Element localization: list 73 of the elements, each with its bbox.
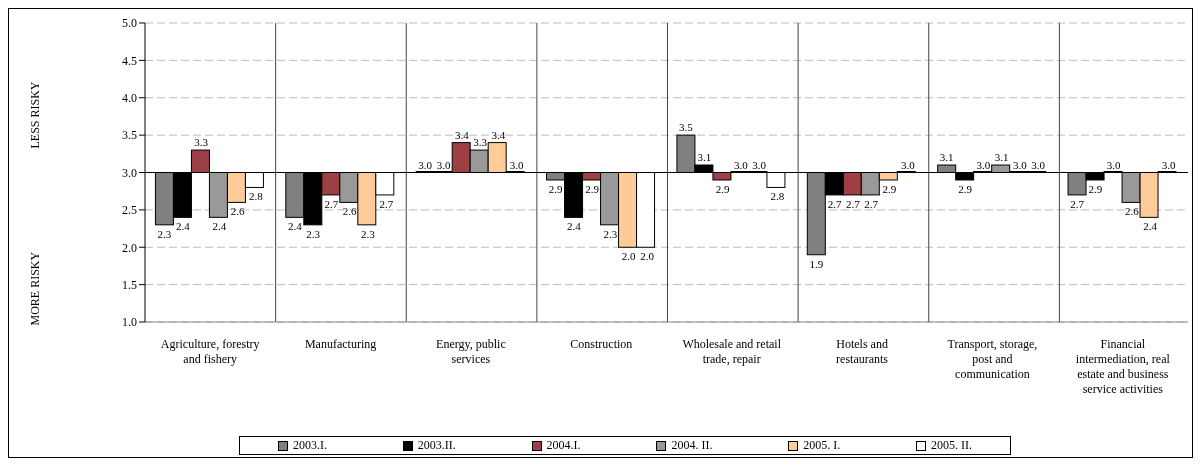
data-label: 1.9 <box>809 257 824 270</box>
data-label: 3.3 <box>194 136 209 149</box>
y-tick-label: 4.0 <box>122 91 137 106</box>
data-label: 2.7 <box>324 197 339 210</box>
data-label: 2.9 <box>882 182 897 195</box>
data-label: 3.0 <box>1031 158 1046 171</box>
x-tick-label: Hotels and restaurants <box>836 337 889 366</box>
data-label: 3.1 <box>939 151 954 164</box>
data-label: 2.4 <box>287 220 303 233</box>
data-label: 2.9 <box>958 182 973 195</box>
data-label: 2.9 <box>548 182 563 195</box>
data-label: 3.0 <box>900 158 916 171</box>
x-tick-label: Transport, storage, post and communication <box>947 337 1038 381</box>
legend-label: 2004.I. <box>545 438 581 453</box>
data-label: 3.1 <box>697 151 712 164</box>
data-label: 2.8 <box>770 190 785 203</box>
data-label: 3.0 <box>418 158 433 171</box>
data-label: 2.7 <box>827 197 843 210</box>
data-label: 2.9 <box>1088 182 1103 195</box>
y-tick-label: 2.0 <box>122 240 137 255</box>
data-label: 2.0 <box>621 250 637 263</box>
y-tick-label: 3.5 <box>122 128 137 143</box>
y-tick-label: 2.5 <box>122 203 137 218</box>
data-label: 2.4 <box>212 220 227 233</box>
data-label: 3.0 <box>752 158 767 171</box>
x-tick-label: Financial intermediation, real estate and business service activities <box>1075 337 1171 396</box>
data-label: 2.8 <box>249 190 264 203</box>
data-label: 3.0 <box>733 158 749 171</box>
data-label: 2.7 <box>846 197 861 210</box>
data-label: 2.0 <box>640 250 655 263</box>
legend-label: 2004. II. <box>670 438 713 453</box>
data-label: 3.4 <box>454 128 470 141</box>
data-label: 3.1 <box>994 151 1009 164</box>
y-tick-label: 1.5 <box>122 277 137 292</box>
data-label: 2.3 <box>157 227 172 240</box>
data-label: 2.3 <box>306 227 321 240</box>
data-label: 2.9 <box>715 182 730 195</box>
data-label: 3.5 <box>679 121 694 134</box>
data-label: 3.0 <box>976 158 991 171</box>
data-label: 2.6 <box>342 205 358 218</box>
x-tick-label: Manufacturing <box>304 337 377 351</box>
data-label: 3.0 <box>1106 158 1122 171</box>
data-label: 3.3 <box>473 136 488 149</box>
data-label: 2.6 <box>1125 205 1140 218</box>
data-label: 2.7 <box>1070 197 1085 210</box>
data-label: 2.4 <box>1143 220 1158 233</box>
text: MORE RISKY <box>27 251 43 325</box>
data-label: 3.0 <box>436 158 451 171</box>
data-label: 3.0 <box>509 158 525 171</box>
y-tick-label: 3.0 <box>122 165 137 180</box>
y-tick-label: 4.5 <box>122 53 137 68</box>
data-label: 2.7 <box>379 197 394 210</box>
data-label: 2.4 <box>567 220 582 233</box>
data-label: 2.6 <box>230 205 245 218</box>
x-tick-label: Agriculture, forestry and fishery <box>160 337 260 366</box>
legend-label: 2003.I. <box>291 438 327 453</box>
data-label: 2.3 <box>361 227 376 240</box>
data-label: 3.4 <box>491 128 506 141</box>
legend-label: 2003.II. <box>416 438 456 453</box>
x-tick-label: Energy, public services <box>436 337 506 366</box>
legend-label: 2005. I. <box>802 438 841 453</box>
y-tick-label: 5.0 <box>122 16 137 31</box>
data-label: 2.4 <box>175 220 191 233</box>
y-tick-label: 1.0 <box>122 315 137 330</box>
data-label: 2.9 <box>585 182 600 195</box>
data-label: 3.0 <box>1012 158 1028 171</box>
data-label: 3.0 <box>1161 158 1176 171</box>
x-tick-label: Construction <box>570 337 633 351</box>
x-tick-label: Wholesale and retail trade, repair <box>682 337 782 366</box>
data-label: 2.3 <box>603 227 618 240</box>
text: LESS RISKY <box>27 80 43 148</box>
legend-label: 2005. II. <box>930 438 973 453</box>
data-label: 2.7 <box>864 197 879 210</box>
